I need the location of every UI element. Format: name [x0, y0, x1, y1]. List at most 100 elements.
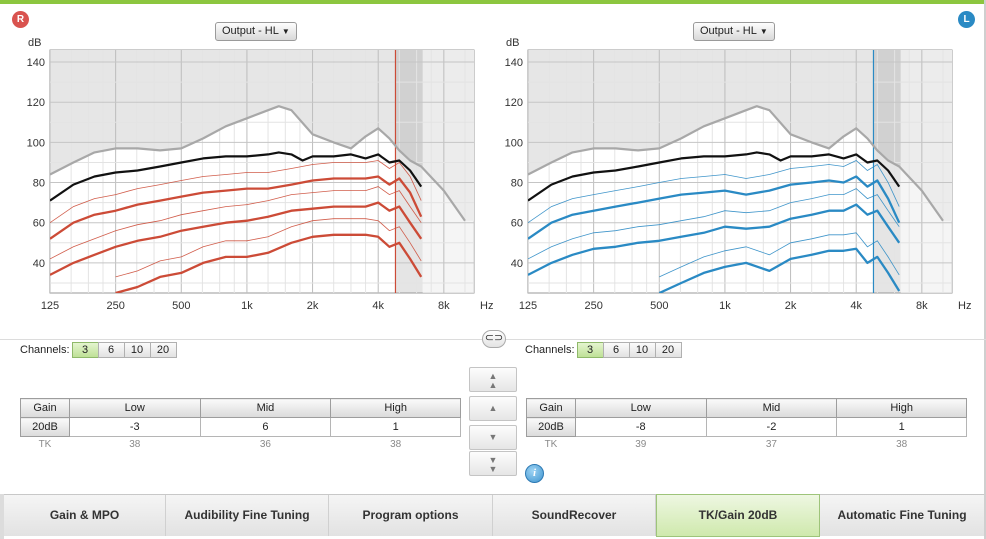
- tab-automatic-fine-tuning[interactable]: Automatic Fine Tuning: [820, 495, 984, 536]
- tk-label: TK: [544, 438, 558, 450]
- right-channel-10-button[interactable]: 10: [123, 341, 151, 358]
- high-frequency-band: [873, 50, 901, 293]
- window-edge: [984, 0, 986, 539]
- tab-gain-mpo[interactable]: Gain & MPO: [4, 495, 166, 536]
- decrease-button[interactable]: ▼: [469, 425, 517, 450]
- curve-loud: [50, 151, 423, 202]
- x-axis-label: Hz: [958, 300, 971, 312]
- y-tick-label: 80: [511, 178, 523, 190]
- y-tick-label: 60: [511, 218, 523, 230]
- y-axis-label: dB: [28, 37, 41, 49]
- down-icon: ▼: [488, 432, 498, 442]
- x-tick-label: 4k: [372, 300, 384, 312]
- tab-tk-gain-20db[interactable]: TK/Gain 20dB: [656, 494, 820, 537]
- header-mid: Mid: [199, 398, 332, 418]
- left-gain-low-cell[interactable]: -8: [574, 417, 707, 437]
- gain-level-label: 20dB: [526, 417, 576, 437]
- chevron-down-icon: ▼: [281, 27, 290, 36]
- header-gain: Gain: [526, 398, 576, 418]
- x-tick-label: 4k: [850, 300, 862, 312]
- x-tick-label: 1k: [719, 300, 731, 312]
- curve-soft: [528, 203, 901, 276]
- right-gain-high-cell[interactable]: 1: [330, 417, 461, 437]
- link-icon: ⊂⊃: [484, 332, 504, 344]
- curve-soft: [50, 201, 423, 276]
- curve-average: [50, 175, 423, 240]
- left-gain-table: Gain Low Mid High 20dB -8 -2 1 TK 39 37 …: [526, 398, 967, 452]
- y-tick-label: 40: [33, 258, 45, 270]
- right-tk-mid: 36: [259, 438, 271, 450]
- x-tick-label: 250: [106, 300, 124, 312]
- tab-soundrecover[interactable]: SoundRecover: [493, 495, 656, 536]
- left-tk-high: 38: [896, 438, 908, 450]
- link-ears-button[interactable]: ⊂⊃: [482, 330, 506, 348]
- target-average: [50, 160, 422, 224]
- top-accent-bar: [0, 0, 986, 4]
- left-ear-badge: L: [958, 11, 975, 28]
- tab-program-options[interactable]: Program options: [329, 495, 493, 536]
- double-down-icon: ▼ ▼: [488, 455, 498, 474]
- x-tick-label: 1k: [241, 300, 253, 312]
- left-gain-mid-cell[interactable]: -2: [705, 417, 838, 437]
- curve-mpo: [528, 105, 944, 222]
- right-tk-low: 38: [129, 438, 141, 450]
- increase-large-button[interactable]: ▲ ▲: [469, 367, 517, 392]
- right-gain-mid-cell[interactable]: 6: [199, 417, 332, 437]
- y-tick-label: 60: [33, 218, 45, 230]
- header-gain: Gain: [20, 398, 70, 418]
- x-tick-label: 8k: [916, 300, 928, 312]
- y-tick-label: 100: [27, 137, 45, 149]
- curve-loud: [528, 151, 901, 202]
- right-channel-6-button[interactable]: 6: [97, 341, 125, 358]
- y-tick-label: 100: [505, 137, 523, 149]
- x-axis-label: Hz: [480, 300, 493, 312]
- right-ear-badge: R: [12, 11, 29, 28]
- info-icon[interactable]: i: [525, 464, 544, 483]
- x-tick-label: 8k: [438, 300, 450, 312]
- right-dropdown-label: Output - HL: [222, 25, 279, 37]
- chevron-down-icon: ▼: [759, 27, 768, 36]
- right-channel-3-button[interactable]: 3: [71, 341, 99, 358]
- x-tick-label: 2k: [307, 300, 319, 312]
- left-channel-20-button[interactable]: 20: [654, 341, 682, 358]
- out-of-range-band: [422, 50, 474, 293]
- curve-mpo: [50, 105, 466, 222]
- left-ear-gain-chart: 40 60 80 100 120 140 dB 125 250 500 1k 2k 4k 8k Hz: [505, 37, 972, 312]
- header-low: Low: [68, 398, 201, 418]
- tab-audibility-fine-tuning[interactable]: Audibility Fine Tuning: [166, 495, 329, 536]
- y-tick-label: 120: [505, 97, 523, 109]
- left-output-dropdown[interactable]: Output - HL ▼: [693, 22, 775, 41]
- left-channel-10-button[interactable]: 10: [628, 341, 656, 358]
- mpo-region: [50, 50, 474, 221]
- x-tick-label: 125: [41, 300, 59, 312]
- x-tick-label: 500: [172, 300, 190, 312]
- gain-level-label: 20dB: [20, 417, 70, 437]
- left-tk-low: 39: [635, 438, 647, 450]
- right-tk-high: 38: [390, 438, 402, 450]
- target-soft: [528, 188, 900, 260]
- increase-button[interactable]: ▲: [469, 396, 517, 421]
- up-icon: ▲: [488, 403, 498, 413]
- y-tick-label: 140: [27, 57, 45, 69]
- right-ear-gain-chart: 40 60 80 100 120 140 dB 125 250 500 1k 2k 4k 8k Hz: [27, 37, 494, 312]
- right-output-dropdown[interactable]: Output - HL ▼: [215, 22, 297, 41]
- left-channel-6-button[interactable]: 6: [602, 341, 630, 358]
- y-axis-label: dB: [506, 37, 519, 49]
- left-channels-selector: Channels: 3 6 10 20: [525, 341, 682, 358]
- left-gain-high-cell[interactable]: 1: [836, 417, 967, 437]
- y-tick-label: 120: [27, 97, 45, 109]
- x-tick-label: 125: [519, 300, 537, 312]
- header-high: High: [330, 398, 461, 418]
- decrease-large-button[interactable]: ▼ ▼: [469, 451, 517, 476]
- curve-average: [528, 175, 901, 240]
- mpo-region: [528, 50, 952, 221]
- left-channel-3-button[interactable]: 3: [576, 341, 604, 358]
- header-mid: Mid: [705, 398, 838, 418]
- curve-quiet: [658, 247, 901, 293]
- double-up-icon: ▲ ▲: [488, 371, 498, 390]
- right-gain-low-cell[interactable]: -3: [68, 417, 201, 437]
- target-quiet: [659, 232, 900, 278]
- y-tick-label: 80: [33, 178, 45, 190]
- right-channel-20-button[interactable]: 20: [149, 341, 177, 358]
- target-quiet: [115, 218, 422, 278]
